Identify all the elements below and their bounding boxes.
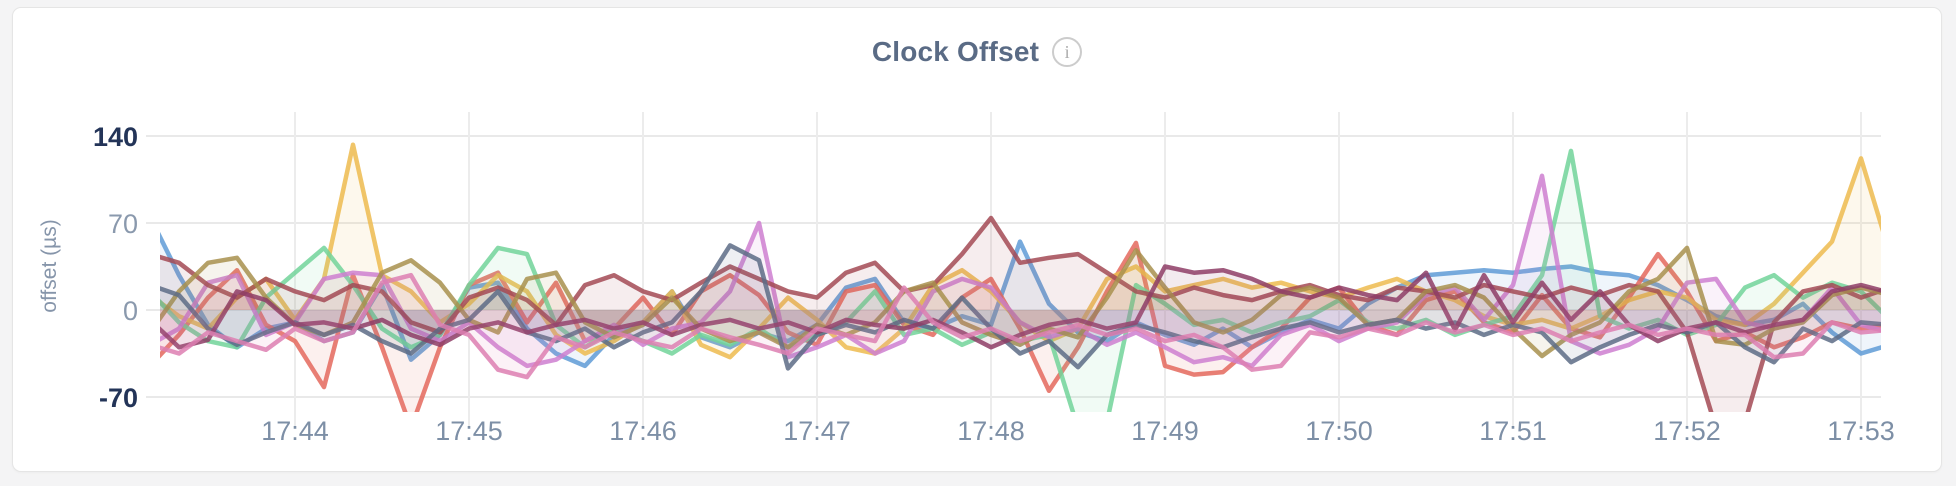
info-icon-glyph: i [1064, 42, 1070, 62]
y-tick-label: 140 [93, 122, 138, 152]
chart-title: Clock Offset [871, 36, 1040, 67]
y-tick-label: 70 [108, 209, 138, 239]
series-maroon-fill [160, 218, 1881, 412]
series-pink-line [160, 272, 1881, 380]
series-plum-line [160, 264, 1881, 350]
x-tick-label: 17:51 [1479, 416, 1547, 446]
axis-labels: 140 70 0 -70 17:44 17:45 17:46 17:47 17:48 17:49 1… [38, 122, 1895, 446]
x-tick-label: 17:49 [1131, 416, 1199, 446]
info-icon[interactable]: i [1052, 37, 1083, 67]
x-tick-label: 17:45 [435, 416, 503, 446]
chart-header: Clock Offset i [13, 36, 1941, 68]
x-tick-label: 17:50 [1305, 416, 1373, 446]
series-slate-fill [160, 245, 1881, 369]
x-tick-label: 17:48 [957, 416, 1025, 446]
series-green-fill [160, 150, 1881, 412]
series-maroon-line [160, 215, 1881, 412]
x-tick-label: 17:46 [609, 416, 677, 446]
series-orchid-line [160, 173, 1881, 369]
series-coral-line [160, 240, 1881, 412]
x-tick-label: 17:53 [1827, 416, 1895, 446]
x-tick-label: 17:52 [1653, 416, 1721, 446]
y-tick-label: -70 [99, 383, 138, 413]
series-group [160, 142, 1881, 412]
y-tick-label: 0 [123, 296, 138, 326]
series-plum-fill [160, 266, 1881, 348]
x-tick-label: 17:44 [261, 416, 329, 446]
x-tick-label: 17:47 [783, 416, 851, 446]
series-orchid-fill [160, 175, 1881, 366]
series-pink-fill [160, 275, 1881, 378]
series-gold-fill [160, 144, 1881, 358]
y-axis-title: offset (µs) [38, 219, 61, 312]
series-slate-line [160, 243, 1881, 371]
series-olive-line [160, 245, 1881, 359]
